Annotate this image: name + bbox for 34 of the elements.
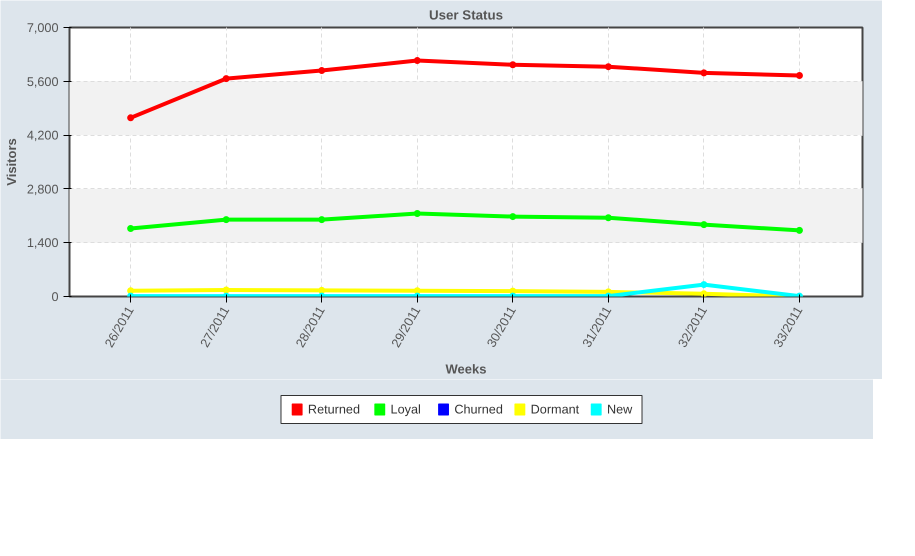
point	[127, 224, 134, 232]
legend-label: Dormant	[530, 402, 580, 416]
point	[318, 67, 326, 74]
point	[700, 69, 708, 76]
y-tick-label: 5,600	[26, 74, 58, 89]
legend-label: New	[606, 402, 634, 416]
point	[318, 216, 326, 224]
point	[604, 214, 612, 222]
point	[509, 61, 516, 68]
point	[318, 286, 326, 294]
y-tick-label: 2,800	[26, 182, 58, 196]
point	[700, 290, 708, 296]
y-tick-label: 7,000	[26, 21, 58, 35]
point	[414, 210, 421, 217]
legend-label: Churned	[454, 402, 503, 416]
legend-label: Returned	[308, 402, 360, 416]
y-axis-title: Visitors	[4, 138, 19, 186]
point	[127, 114, 134, 122]
chart-title: User Status	[428, 8, 504, 22]
y-tick-label: 1,400	[26, 236, 58, 250]
point	[509, 213, 516, 220]
point	[700, 221, 708, 228]
point	[222, 216, 230, 224]
legend-label: Loyal	[390, 402, 421, 416]
y-tick-label: 0	[51, 290, 59, 304]
point	[796, 72, 803, 80]
point	[604, 63, 612, 70]
y-tick-label: 4,200	[26, 128, 58, 143]
x-axis-title: Weeks	[446, 361, 486, 376]
point	[700, 281, 708, 288]
point	[796, 226, 803, 234]
point	[414, 57, 421, 64]
point	[222, 286, 230, 294]
point	[222, 75, 230, 82]
